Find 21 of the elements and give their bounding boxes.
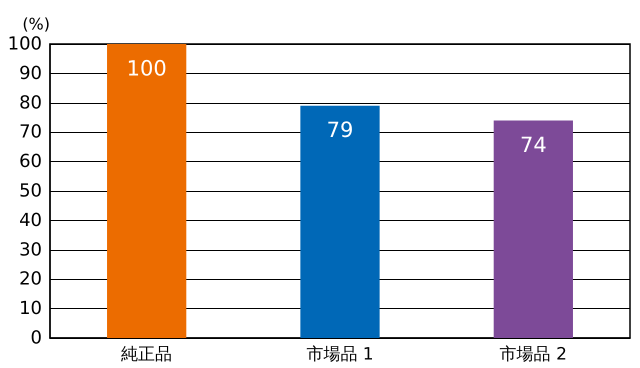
x-tick-label: 市場品 1 xyxy=(306,344,374,364)
bar xyxy=(107,44,186,338)
data-label: 74 xyxy=(520,132,547,157)
data-label: 100 xyxy=(126,56,167,80)
y-tick-label: 70 xyxy=(19,122,42,143)
data-label: 79 xyxy=(326,118,354,142)
y-axis-title: (%) xyxy=(22,14,50,34)
x-tick-label: 市場品 2 xyxy=(500,344,567,364)
bar xyxy=(300,106,380,338)
y-tick-label: 10 xyxy=(19,298,42,320)
y-tick-label: 80 xyxy=(19,92,42,114)
y-tick-label: 40 xyxy=(19,210,42,231)
y-tick-label: 30 xyxy=(19,239,42,260)
y-tick-label: 60 xyxy=(19,151,42,172)
x-tick-label: 純正品 xyxy=(121,344,172,364)
y-tick-label: 100 xyxy=(8,34,42,54)
y-tick-label: 0 xyxy=(30,328,42,348)
bar xyxy=(494,120,573,338)
y-tick-label: 20 xyxy=(19,268,42,290)
y-tick-label: 50 xyxy=(19,180,42,202)
y-tick-label: 90 xyxy=(19,62,42,84)
